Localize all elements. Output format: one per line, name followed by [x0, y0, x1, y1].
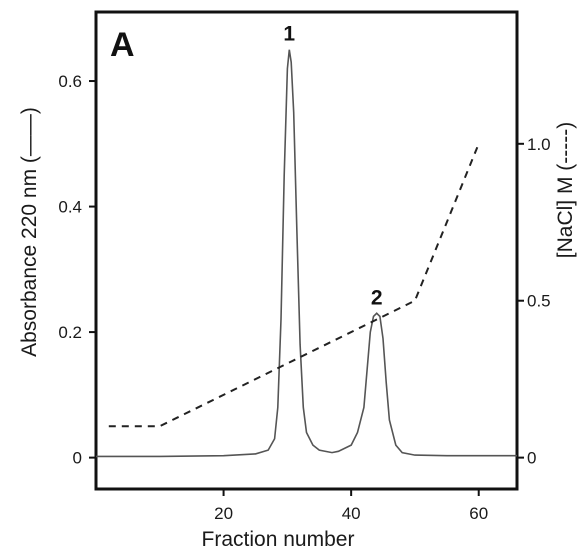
- left-tick-label: 0: [73, 449, 82, 468]
- right-tick-label: 0: [527, 449, 536, 468]
- peak-label: 1: [283, 23, 295, 46]
- peak-label: 2: [371, 286, 383, 309]
- nacl-gradient-series-line: [108, 143, 480, 428]
- x-axis-ticks: 20 40 60: [214, 489, 488, 523]
- left-tick-label: 0.2: [58, 323, 82, 342]
- left-tick-label: 0.4: [58, 198, 82, 217]
- right-axis-ticks: 0 0.5 1.0: [517, 135, 551, 468]
- x-tick-label: 20: [214, 504, 233, 523]
- x-axis-title: Fraction number: [202, 528, 355, 551]
- left-tick-label: 0.6: [58, 72, 82, 91]
- right-tick-label: 0.5: [527, 292, 551, 311]
- left-axis-title: Absorbance 220 nm (——): [18, 107, 41, 357]
- peak-annotations: 12: [283, 23, 382, 310]
- right-axis-title: [NaCl] M (-----): [554, 122, 577, 258]
- absorbance-series-line: [96, 49, 517, 458]
- panel-label: A: [110, 26, 135, 64]
- left-axis-ticks: 0 0.2 0.4 0.6: [58, 72, 96, 468]
- x-tick-label: 40: [342, 504, 361, 523]
- plot-frame: [94, 10, 519, 491]
- x-tick-label: 60: [469, 504, 488, 523]
- right-tick-label: 1.0: [527, 135, 551, 154]
